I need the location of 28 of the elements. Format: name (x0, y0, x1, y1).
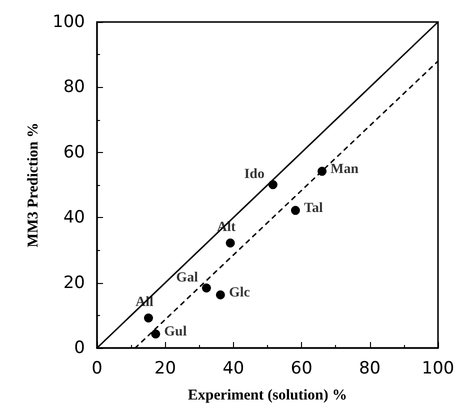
x-tick-label: 0 (92, 358, 102, 378)
y-tick-label: 0 (74, 338, 85, 358)
point (216, 290, 225, 300)
point (151, 329, 160, 338)
y-tick-label: 80 (63, 77, 85, 98)
annotation: Gul (164, 324, 187, 340)
annotation: Man (330, 162, 359, 177)
y-tick-label: 60 (63, 142, 85, 162)
annotation: Gal (176, 270, 198, 286)
point (144, 314, 153, 323)
y-tick-label: 40 (63, 208, 85, 228)
annotation: Ido (244, 167, 264, 182)
point (318, 166, 327, 176)
x-tick-label: 20 (154, 358, 176, 378)
point (290, 206, 300, 215)
point (268, 180, 278, 190)
x-tick-label: 100 (422, 358, 454, 378)
x-tick-label: 80 (358, 358, 381, 378)
annotation: Glc (228, 285, 250, 300)
x-axis-title: Experiment (solution) % (188, 388, 348, 404)
x-tick-label: 60 (290, 358, 312, 378)
annotation: Tal (304, 200, 324, 216)
x-tick-label: 40 (222, 358, 244, 378)
point (226, 238, 235, 248)
y-axis-title: MM3 Prediction % (26, 122, 42, 248)
y-tick-label: 20 (63, 272, 85, 293)
y-tick-label: 100 (52, 12, 85, 32)
point (202, 284, 211, 293)
